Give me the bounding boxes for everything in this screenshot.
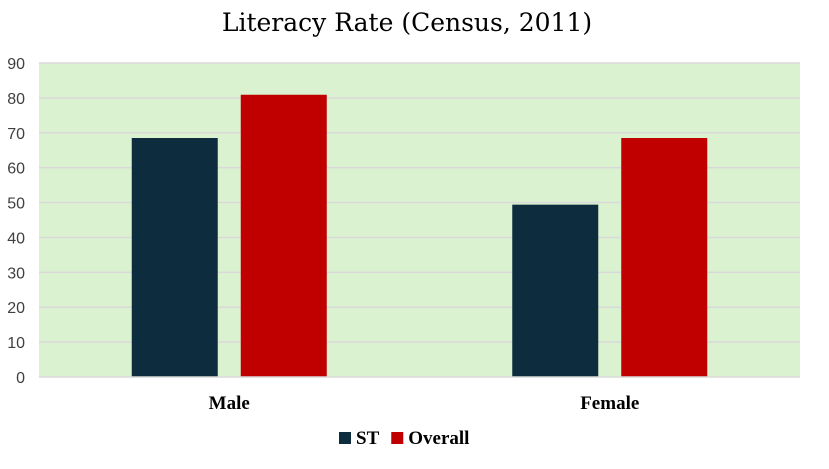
legend-label-st: ST	[356, 428, 380, 449]
x-category-label: Female	[580, 393, 639, 414]
y-tick-label: 90	[7, 56, 25, 73]
y-axis-ticks: 0 10 20 30 40 50 60 70 80 90	[7, 56, 25, 387]
x-category-label: Male	[209, 393, 250, 414]
y-tick-label: 50	[7, 196, 25, 213]
category-labels: Male Female	[209, 393, 640, 414]
bar-st-female	[512, 204, 599, 377]
y-tick-label: 30	[7, 265, 25, 282]
legend-label-overall: Overall	[408, 428, 469, 449]
bar-st-male	[131, 138, 218, 377]
y-tick-label: 70	[7, 126, 25, 143]
legend-swatch-overall	[391, 432, 404, 444]
y-tick-label: 0	[16, 370, 25, 387]
chart-title: Literacy Rate (Census, 2011)	[222, 8, 592, 37]
bar-overall-male	[240, 94, 327, 377]
legend: ST Overall	[339, 428, 469, 449]
bars	[131, 94, 708, 377]
legend-swatch-st	[339, 432, 351, 444]
y-tick-label: 60	[7, 161, 25, 178]
y-tick-label: 20	[7, 300, 25, 317]
y-tick-label: 10	[7, 335, 25, 352]
y-tick-label: 80	[7, 91, 25, 108]
y-tick-label: 40	[7, 230, 25, 247]
bar-overall-female	[621, 138, 708, 377]
